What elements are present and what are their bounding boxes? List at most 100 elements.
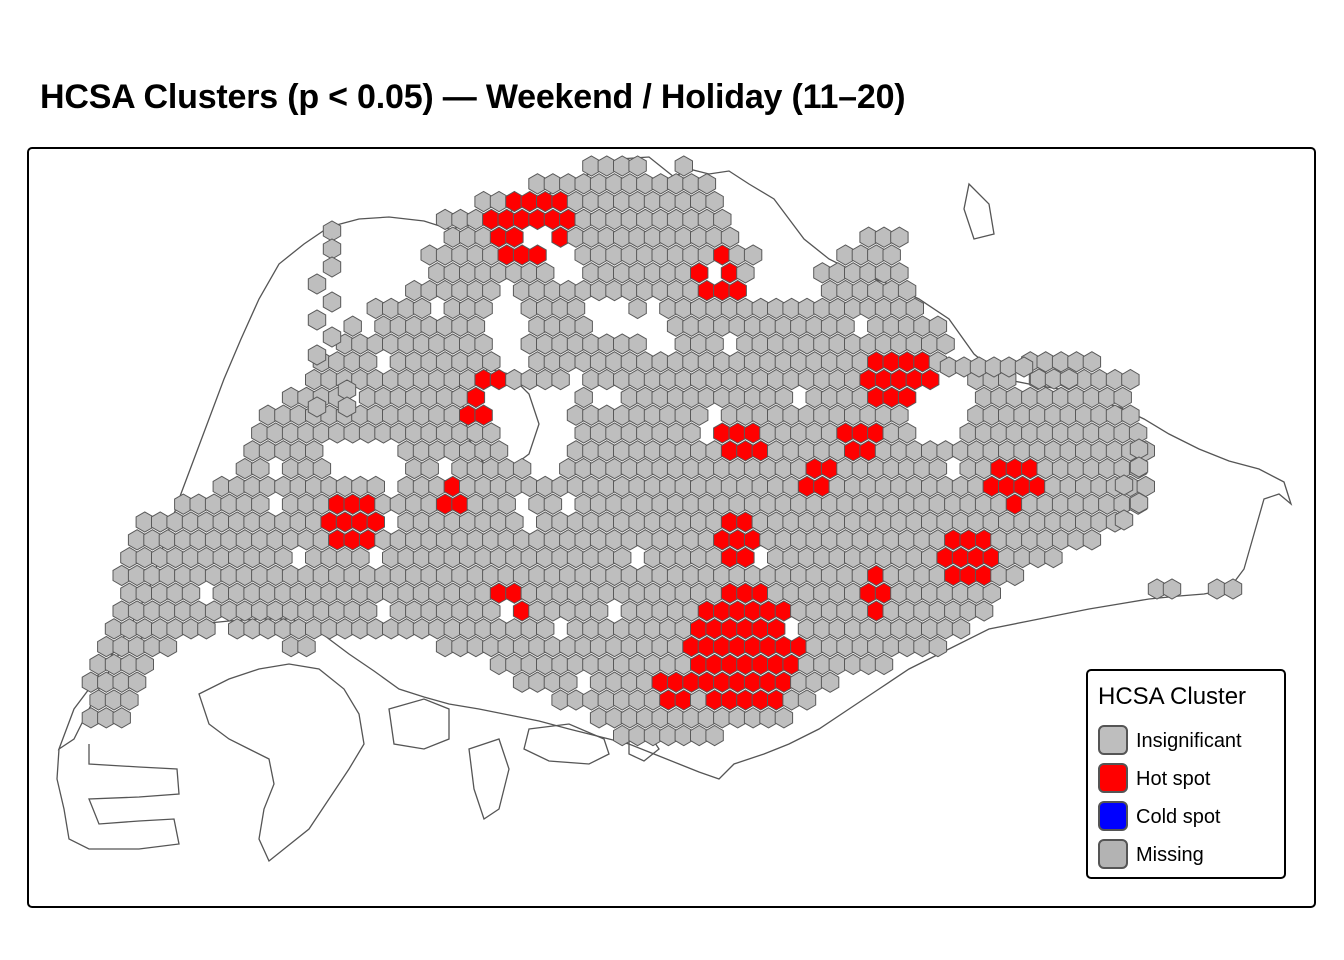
hex-cell-insignificant — [651, 600, 670, 622]
hex-cell-hot-spot — [751, 582, 770, 604]
hex-cell-insignificant — [420, 279, 439, 302]
hex-cell-hot-spot — [859, 440, 878, 462]
hex-cell-insignificant — [836, 386, 855, 409]
hex-cell-insignificant — [112, 600, 131, 622]
hex-cell-insignificant — [566, 440, 586, 462]
hex-cell-insignificant — [228, 546, 247, 569]
hex-cell-insignificant — [420, 244, 439, 266]
hex-cell-insignificant — [559, 457, 578, 480]
hex-cell-hot-spot — [505, 582, 524, 604]
hex-cell-insignificant — [220, 493, 239, 515]
hex-cell-insignificant — [867, 244, 886, 266]
hex-cell-insignificant — [797, 333, 817, 355]
hex-cell-insignificant — [143, 529, 162, 551]
hex-cell-insignificant — [597, 155, 616, 177]
hex-cell-insignificant — [274, 404, 293, 426]
hex-cell-insignificant — [482, 279, 501, 302]
hex-cell-insignificant — [651, 173, 670, 195]
hex-cell-insignificant — [474, 475, 493, 498]
hex-cell-insignificant — [235, 493, 255, 515]
hex-cell-insignificant — [320, 618, 339, 640]
hex-cell-insignificant — [859, 511, 878, 533]
hex-cell-insignificant — [728, 386, 747, 409]
hex-cell-insignificant — [374, 564, 393, 587]
hex-cell-insignificant — [166, 546, 185, 569]
hex-cell-insignificant — [828, 404, 847, 426]
hex-cell-insignificant — [867, 279, 886, 302]
hex-cell-insignificant — [251, 600, 270, 622]
hex-cell-insignificant — [674, 190, 693, 213]
legend-label-insignificant: Insignificant — [1136, 730, 1242, 752]
hex-cell-insignificant — [851, 351, 871, 373]
hex-cell-insignificant — [828, 440, 847, 462]
hex-cell-insignificant — [397, 440, 416, 462]
hex-cell-insignificant — [828, 582, 847, 604]
hex-cell-insignificant — [666, 529, 686, 551]
hex-cell-hot-spot — [944, 529, 963, 551]
hex-cell-insignificant — [759, 493, 778, 515]
hex-cell-insignificant — [1162, 578, 1182, 600]
hex-cell-hot-spot — [536, 190, 555, 213]
hex-cell-hot-spot — [697, 600, 717, 622]
hex-cell-insignificant — [674, 724, 693, 747]
hex-cell-insignificant — [505, 475, 524, 498]
hex-cell-insignificant — [258, 546, 278, 569]
hex-cell-insignificant — [197, 511, 216, 533]
hex-cell-insignificant — [112, 564, 131, 587]
hex-cell-hot-spot — [751, 618, 770, 640]
hex-cell-insignificant — [589, 457, 609, 480]
hex-cell-insignificant — [613, 368, 632, 391]
hex-cell-insignificant — [258, 511, 278, 533]
hex-cell-insignificant — [366, 404, 385, 426]
hex-cell-insignificant — [428, 511, 447, 533]
hex-cell-insignificant — [305, 475, 324, 498]
hex-cell-insignificant — [374, 529, 393, 551]
hex-cell-insignificant — [936, 582, 955, 604]
hex-cell-insignificant — [212, 582, 231, 604]
hex-cell-insignificant — [882, 279, 901, 302]
hex-cell-hot-spot — [1021, 457, 1040, 480]
hex-cell-insignificant — [697, 244, 717, 266]
hex-cell-insignificant — [459, 297, 478, 320]
hex-cell-insignificant — [158, 564, 178, 587]
hex-cell-insignificant — [743, 493, 763, 515]
hex-cell-hot-spot — [859, 368, 878, 391]
hex-cell-insignificant — [713, 564, 732, 587]
hex-cell-insignificant — [697, 457, 717, 480]
hex-cell-insignificant — [204, 600, 224, 622]
hex-cell-insignificant — [797, 546, 817, 569]
hex-cell-insignificant — [358, 422, 378, 444]
hex-cell-insignificant — [166, 582, 185, 604]
hex-cell-insignificant — [890, 582, 909, 604]
hex-cell-insignificant — [951, 440, 971, 462]
hex-cell-insignificant — [720, 404, 740, 426]
hex-cell-insignificant — [189, 493, 208, 515]
hex-cell-insignificant — [543, 279, 563, 302]
hex-cell-insignificant — [1113, 386, 1132, 409]
hex-cell-insignificant — [790, 529, 809, 551]
hex-cell-insignificant — [312, 564, 332, 587]
hex-cell-hot-spot — [867, 386, 886, 409]
hex-cell-insignificant — [466, 315, 486, 337]
hex-cell-insignificant — [258, 440, 278, 462]
hex-cell-insignificant — [574, 422, 593, 444]
hex-cell-insignificant — [928, 600, 948, 622]
hex-cell-insignificant — [682, 493, 701, 515]
hex-cell-insignificant — [913, 635, 932, 658]
hex-cell-insignificant — [1036, 386, 1055, 409]
hex-cell-hot-spot — [774, 600, 794, 622]
hex-cell-insignificant — [874, 262, 894, 284]
hex-cell-insignificant — [374, 422, 393, 444]
hex-cell-insignificant — [859, 333, 878, 355]
hex-cell-insignificant — [882, 529, 901, 551]
hex-cell-hot-spot — [805, 457, 824, 480]
hex-cell-insignificant — [466, 493, 486, 515]
hex-cell-insignificant — [289, 475, 308, 498]
hex-cell-insignificant — [559, 671, 578, 693]
hex-cell-insignificant — [666, 244, 686, 266]
hex-cell-insignificant — [228, 511, 247, 533]
hex-cell-insignificant — [297, 422, 316, 444]
hex-cell-insignificant — [990, 529, 1009, 551]
hex-cell-insignificant — [305, 546, 324, 569]
hex-cell-insignificant — [397, 368, 416, 391]
